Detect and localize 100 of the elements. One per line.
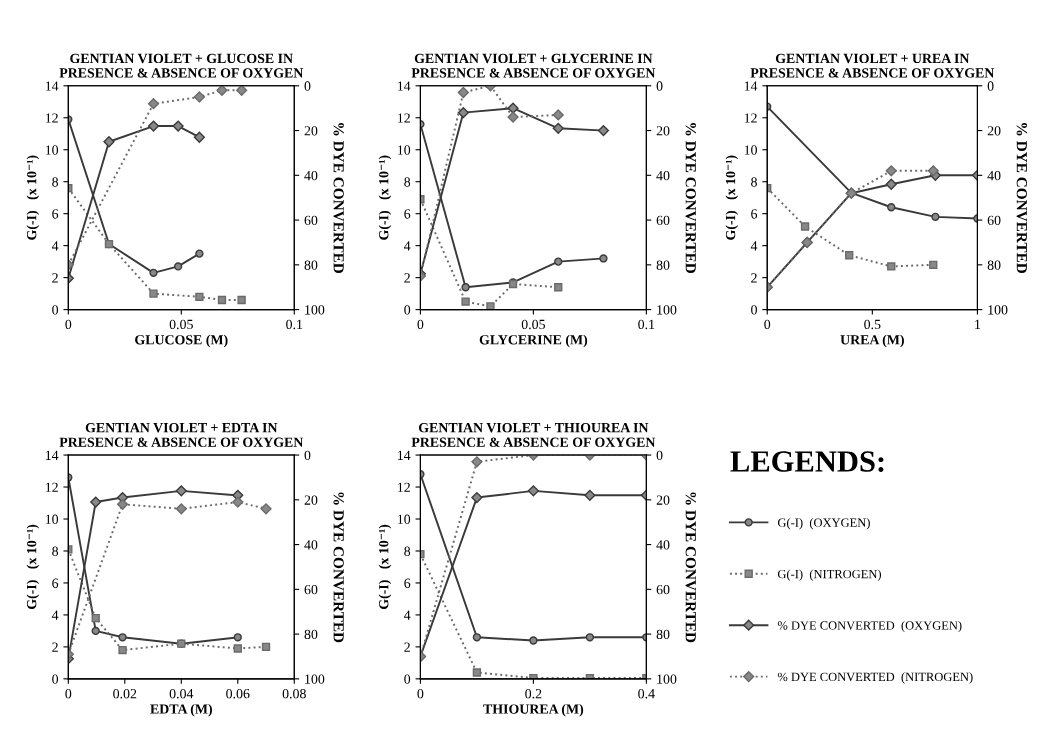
y-tick-label: 6 xyxy=(52,209,59,219)
y2-axis-title: % DYE CONVERTED xyxy=(333,123,344,274)
x-tick-label: 0 xyxy=(417,319,424,330)
legend-label: % DYE CONVERTED (NITROGEN) xyxy=(777,672,973,684)
y2-axis-title: % DYE CONVERTED xyxy=(1016,123,1027,274)
legend-label: G(-I) (OXYGEN) xyxy=(777,518,870,530)
y2-tick-label: 60 xyxy=(656,215,670,226)
y-tick-label: 12 xyxy=(45,113,58,123)
y2-axis-title: % DYE CONVERTED xyxy=(333,492,344,643)
y-tick-label: 0 xyxy=(404,305,411,315)
y2-tick-label: 100 xyxy=(305,674,325,684)
y-tick-label: 4 xyxy=(51,610,59,620)
y2-tick-label: 80 xyxy=(304,629,318,640)
x-axis-title: GLYCERINE (M) xyxy=(479,334,588,348)
y2-tick-label: 20 xyxy=(656,126,670,136)
y-axis-title: G(-I) (x 10⁻¹) xyxy=(378,155,392,240)
x-tick-label: 0.5 xyxy=(864,319,881,330)
chart-title: GENTIAN VIOLET + THIOUREA IN PRESENCE & ABSENCE OF OXYGEN xyxy=(411,423,656,447)
x-axis-title: EDTA (M) xyxy=(150,703,212,717)
y-tick-label: 2 xyxy=(751,273,757,283)
y-tick-label: 12 xyxy=(744,113,757,123)
y2-tick-label: 100 xyxy=(657,674,677,684)
y2-tick-label: 0 xyxy=(987,81,994,91)
y2-tick-label: 60 xyxy=(987,215,1001,226)
y-tick-label: 8 xyxy=(404,177,411,187)
chart-title: GENTIAN VIOLET + UREA IN PRESENCE & ABSENCE OF OXYGEN xyxy=(750,53,995,78)
y2-tick-label: 80 xyxy=(656,260,670,270)
y2-tick-label: 20 xyxy=(656,495,670,505)
y-tick-label: 8 xyxy=(52,546,59,556)
y-tick-label: 2 xyxy=(52,642,58,652)
y-tick-label: 14 xyxy=(744,81,758,91)
y-tick-label: 14 xyxy=(45,81,59,91)
x-tick-label: 0 xyxy=(417,688,424,699)
y-tick-label: 10 xyxy=(398,145,411,155)
y2-tick-label: 20 xyxy=(987,126,1001,136)
y-tick-label: 10 xyxy=(45,145,59,155)
y-tick-label: 12 xyxy=(398,113,410,123)
y2-tick-label: 0 xyxy=(304,81,311,91)
x-tick-label: 0 xyxy=(65,688,72,699)
x-tick-label: 0.02 xyxy=(113,688,137,699)
x-tick-label: 0.1 xyxy=(286,319,303,330)
y2-tick-label: 60 xyxy=(304,584,318,595)
x-axis-title: UREA (M) xyxy=(840,334,904,348)
y2-tick-label: 0 xyxy=(656,81,663,91)
chart-title: GENTIAN VIOLET + GLYCERINE IN PRESENCE & ABSENCE OF OXYGEN xyxy=(411,53,656,78)
y-tick-label: 6 xyxy=(751,209,758,219)
y2-tick-label: 80 xyxy=(304,260,318,270)
x-tick-label: 0.04 xyxy=(169,688,194,699)
y-tick-label: 8 xyxy=(404,546,411,556)
x-axis-title: GLUCOSE (M) xyxy=(135,334,228,348)
y-tick-label: 2 xyxy=(404,642,410,652)
y2-tick-label: 40 xyxy=(987,170,1001,181)
x-tick-label: 0.05 xyxy=(521,319,545,330)
y-axis-title: G(-I) (x 10⁻¹) xyxy=(725,155,739,240)
y-tick-label: 8 xyxy=(751,177,757,187)
x-tick-label: 1 xyxy=(975,319,981,329)
chart-title: GENTIAN VIOLET + GLUCOSE IN PRESENCE & ABSENCE OF OXYGEN xyxy=(59,53,304,78)
y-tick-label: 0 xyxy=(52,305,59,315)
legend-title: LEGENDS: xyxy=(730,451,884,472)
y-tick-label: 6 xyxy=(404,578,411,588)
y2-tick-label: 20 xyxy=(304,495,318,505)
x-tick-label: 0.05 xyxy=(169,319,193,330)
y-axis-title: G(-I) (x 10⁻¹) xyxy=(378,524,392,610)
y2-tick-label: 40 xyxy=(656,540,670,550)
y2-tick-label: 80 xyxy=(987,260,1001,270)
y-tick-label: 6 xyxy=(52,578,59,588)
x-tick-label: 0 xyxy=(764,319,771,330)
x-tick-label: 0.4 xyxy=(638,688,655,699)
y-tick-label: 4 xyxy=(404,241,411,251)
x-tick-label: 0.1 xyxy=(638,319,655,330)
y-tick-label: 14 xyxy=(45,450,59,460)
y2-tick-label: 20 xyxy=(304,126,318,136)
y2-tick-label: 40 xyxy=(656,170,670,181)
y-tick-label: 12 xyxy=(398,482,410,492)
x-axis-title: THIOUREA (M) xyxy=(483,703,584,717)
legend-label: G(-I) (NITROGEN) xyxy=(777,569,882,581)
y2-tick-label: 100 xyxy=(988,305,1008,315)
y2-tick-label: 100 xyxy=(305,305,325,315)
y-tick-label: 4 xyxy=(51,241,59,251)
y-tick-label: 6 xyxy=(404,209,411,219)
y-tick-label: 0 xyxy=(52,674,59,684)
y-tick-label: 10 xyxy=(398,514,411,524)
y-axis-title: G(-I) (x 10⁻¹) xyxy=(26,524,40,610)
y2-tick-label: 100 xyxy=(657,305,677,315)
y-axis-title: G(-I) (x 10⁻¹) xyxy=(26,155,40,240)
y-tick-label: 0 xyxy=(751,305,757,315)
y2-axis-title: % DYE CONVERTED xyxy=(685,123,696,274)
y2-tick-label: 0 xyxy=(656,450,663,461)
y-tick-label: 2 xyxy=(52,273,58,283)
y2-tick-label: 40 xyxy=(304,540,318,550)
y-tick-label: 0 xyxy=(404,674,411,684)
x-tick-label: 0 xyxy=(65,319,72,330)
chart-title: GENTIAN VIOLET + EDTA IN PRESENCE & ABSENCE OF OXYGEN xyxy=(59,423,304,447)
x-tick-label: 0.06 xyxy=(226,688,250,699)
x-tick-label: 0.08 xyxy=(282,688,306,699)
y-tick-label: 2 xyxy=(404,273,410,283)
y-tick-label: 8 xyxy=(52,177,59,187)
y-tick-label: 14 xyxy=(398,450,411,460)
y2-axis-title: % DYE CONVERTED xyxy=(685,492,696,643)
y-tick-label: 4 xyxy=(750,241,758,251)
